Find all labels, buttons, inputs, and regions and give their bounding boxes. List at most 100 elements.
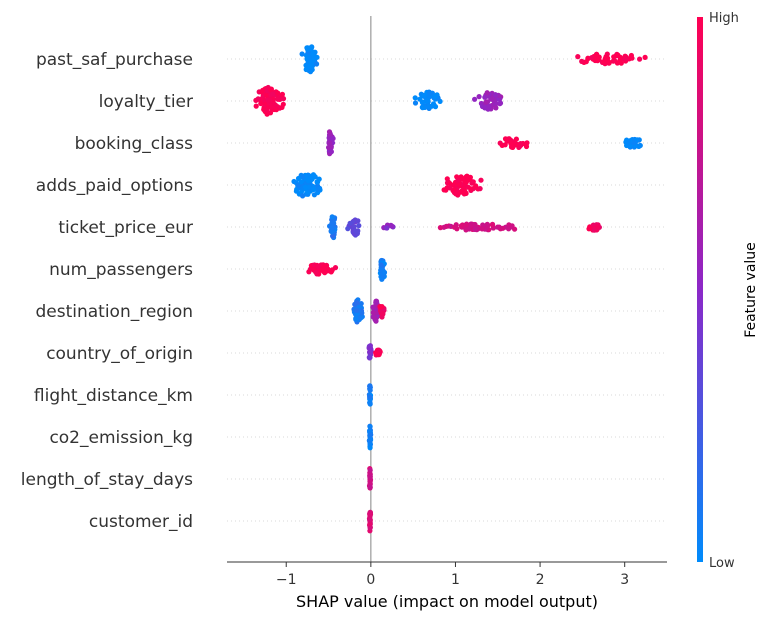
shap-point — [378, 262, 384, 268]
shap-point — [352, 301, 358, 307]
shap-point — [326, 129, 333, 135]
shap-point — [370, 304, 376, 310]
shap-point — [484, 221, 490, 227]
shap-point — [626, 140, 632, 146]
shap-point — [258, 100, 264, 107]
shap-point — [328, 149, 334, 155]
shap-point — [482, 104, 488, 110]
shap-point — [373, 318, 379, 324]
feature-label: booking_class — [75, 134, 194, 154]
shap-point — [518, 141, 524, 147]
shap-point — [330, 135, 336, 142]
shap-point — [473, 183, 479, 189]
shap-point — [632, 140, 638, 146]
shap-point — [637, 142, 643, 149]
shap-point — [368, 432, 374, 438]
shap-point — [463, 179, 469, 185]
shap-point — [417, 96, 423, 102]
shap-point — [311, 186, 317, 193]
feature-label: loyalty_tier — [99, 92, 193, 112]
shap-point — [513, 136, 520, 142]
shap-point — [347, 220, 353, 226]
shap-point — [447, 185, 453, 191]
shap-point — [443, 223, 449, 229]
shap-point — [355, 218, 361, 224]
shap-point — [327, 140, 333, 146]
shap-point — [421, 93, 427, 99]
shap-point — [367, 484, 373, 490]
shap-point — [329, 214, 335, 220]
colorbar-high-label: High — [709, 11, 739, 26]
shap-point — [462, 188, 468, 194]
shap-point — [489, 221, 496, 227]
x-tick-label: 1 — [451, 572, 460, 588]
shap-point — [469, 180, 475, 186]
shap-point — [492, 92, 499, 98]
shap-point — [268, 87, 274, 93]
shap-point — [310, 51, 316, 57]
shap-point — [351, 224, 357, 230]
shap-point — [366, 345, 372, 351]
shap-point — [299, 51, 305, 57]
shap-point — [357, 315, 363, 321]
shap-point — [617, 54, 623, 60]
shap-point — [432, 93, 438, 100]
shap-point — [315, 263, 321, 269]
shap-point — [484, 90, 490, 96]
shap-point — [603, 54, 609, 61]
shap-point — [412, 95, 418, 101]
shap-point — [595, 224, 601, 230]
shap-point — [309, 173, 315, 180]
shap-point — [367, 387, 373, 393]
shap-point — [511, 226, 518, 232]
shap-point — [637, 56, 643, 62]
shap-point — [381, 269, 388, 276]
feature-label: num_passengers — [49, 260, 193, 280]
shap-point — [305, 178, 311, 184]
shap-point — [441, 187, 447, 193]
shap-point — [367, 354, 373, 361]
shap-point — [253, 103, 259, 109]
shap-point — [463, 222, 469, 228]
shap-point — [373, 300, 379, 306]
feature-label: flight_distance_km — [34, 386, 193, 406]
shap-point — [642, 54, 648, 61]
shap-point — [300, 174, 306, 180]
shap-point — [483, 99, 489, 105]
points-layer — [253, 44, 648, 534]
x-tick-label: −1 — [276, 572, 297, 588]
shap-point — [267, 97, 273, 103]
shap-point — [606, 59, 613, 65]
shap-point — [472, 96, 478, 102]
shap-point — [306, 54, 312, 61]
shap-point — [255, 96, 261, 102]
shap-point — [589, 55, 595, 61]
shap-point — [370, 310, 376, 316]
shap-point — [427, 90, 433, 96]
shap-point — [308, 45, 314, 51]
shap-point — [388, 222, 394, 228]
shap-point — [463, 227, 469, 233]
shap-point — [480, 222, 486, 228]
shap-point — [368, 349, 374, 355]
shap-point — [455, 177, 461, 183]
shap-point — [313, 269, 319, 275]
x-axis-label: SHAP value (impact on model output) — [296, 592, 598, 611]
shap-point — [315, 186, 321, 192]
shap-point — [592, 57, 598, 64]
shap-point — [367, 467, 373, 473]
shap-point — [610, 58, 617, 64]
shap-point — [524, 140, 530, 146]
shap-point — [459, 176, 466, 182]
shap-point — [298, 179, 304, 185]
shap-point — [579, 58, 585, 64]
shap-point — [467, 174, 473, 180]
x-tick-label: 3 — [620, 572, 629, 588]
shap-point — [319, 267, 325, 273]
x-tick-label: 0 — [366, 572, 375, 588]
feature-label: destination_region — [35, 302, 193, 322]
x-ticks: −1 0 1 2 3 — [276, 562, 629, 588]
shap-point — [479, 226, 485, 232]
shap-point — [493, 105, 499, 111]
feature-label: country_of_origin — [46, 344, 193, 364]
